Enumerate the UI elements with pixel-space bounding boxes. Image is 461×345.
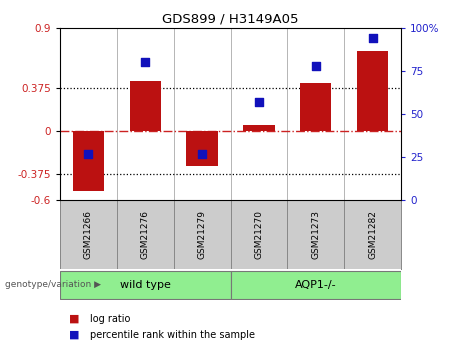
Text: wild type: wild type bbox=[120, 280, 171, 289]
Text: GSM21270: GSM21270 bbox=[254, 210, 263, 259]
Point bbox=[369, 35, 376, 41]
Point bbox=[255, 99, 263, 105]
Bar bbox=[344, 200, 401, 269]
Text: ■: ■ bbox=[69, 330, 80, 339]
Bar bbox=[130, 80, 161, 131]
Point bbox=[85, 151, 92, 156]
Text: genotype/variation ▶: genotype/variation ▶ bbox=[5, 280, 100, 289]
Bar bbox=[60, 270, 230, 298]
Text: log ratio: log ratio bbox=[90, 314, 130, 324]
Bar bbox=[117, 200, 174, 269]
Bar bbox=[300, 83, 331, 131]
Text: GSM21279: GSM21279 bbox=[198, 210, 207, 259]
Bar bbox=[243, 125, 275, 131]
Point bbox=[312, 63, 319, 68]
Point bbox=[198, 151, 206, 156]
Bar bbox=[230, 200, 287, 269]
Bar bbox=[357, 51, 388, 131]
Text: ■: ■ bbox=[69, 314, 80, 324]
Bar bbox=[287, 200, 344, 269]
Text: GSM21273: GSM21273 bbox=[311, 210, 320, 259]
Bar bbox=[60, 200, 117, 269]
Bar bbox=[186, 131, 218, 166]
Bar bbox=[230, 270, 401, 298]
Bar bbox=[73, 131, 104, 191]
Text: GSM21266: GSM21266 bbox=[84, 210, 93, 259]
Text: GSM21276: GSM21276 bbox=[141, 210, 150, 259]
Text: GSM21282: GSM21282 bbox=[368, 210, 377, 259]
Text: percentile rank within the sample: percentile rank within the sample bbox=[90, 330, 255, 339]
Point bbox=[142, 59, 149, 65]
Text: AQP1-/-: AQP1-/- bbox=[295, 280, 337, 289]
Bar bbox=[174, 200, 230, 269]
Title: GDS899 / H3149A05: GDS899 / H3149A05 bbox=[162, 12, 299, 25]
